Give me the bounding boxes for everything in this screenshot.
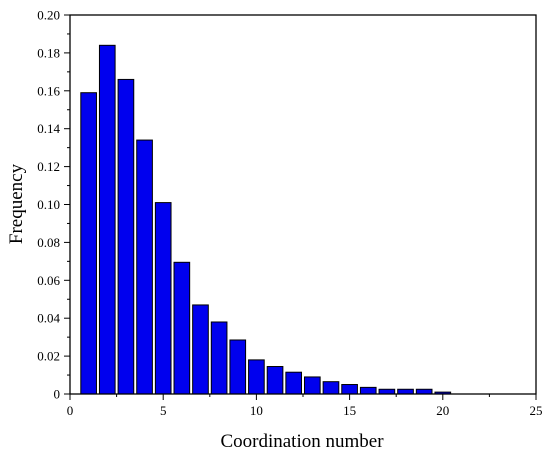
bar-17 xyxy=(378,388,396,395)
bar-8 xyxy=(210,321,228,395)
y-tick-label: 0 xyxy=(54,387,61,402)
x-tick-label: 20 xyxy=(436,403,449,418)
bar-10 xyxy=(248,359,265,395)
bar-7 xyxy=(192,304,209,395)
y-tick-label: 0.06 xyxy=(37,273,60,288)
bar-12 xyxy=(285,371,303,395)
bars-group xyxy=(80,44,452,395)
y-ticks-group: 0 0.02 0.04 0.06 0.08 0.10 0.12 0.14 0.16 0.18 0.2… xyxy=(37,8,70,402)
y-tick-label: 0.20 xyxy=(37,8,60,23)
bar-1 xyxy=(80,92,97,395)
y-tick-label: 0.10 xyxy=(37,197,60,212)
bar-4 xyxy=(136,139,153,395)
x-tick-label: 5 xyxy=(160,403,167,418)
y-tick-label: 0.02 xyxy=(37,349,60,364)
bar-6 xyxy=(173,261,191,395)
bar-11 xyxy=(266,366,284,395)
x-tick-label: 0 xyxy=(67,403,74,418)
bar-9 xyxy=(229,339,247,395)
y-tick-label: 0.08 xyxy=(37,235,60,250)
x-axis-title: Coordination number xyxy=(220,431,384,452)
bar-19 xyxy=(415,388,433,395)
bar-16 xyxy=(359,386,377,395)
bar-15 xyxy=(341,384,358,395)
y-tick-label: 0.04 xyxy=(37,311,60,326)
y-axis-title: Frequency xyxy=(6,163,27,244)
x-ticks-group: 0 5 10 15 20 25 xyxy=(67,394,543,418)
x-tick-label: 25 xyxy=(530,403,543,418)
bar-5 xyxy=(154,202,172,395)
bar-13 xyxy=(303,376,321,395)
y-tick-label: 0.16 xyxy=(37,83,60,98)
y-tick-label: 0.14 xyxy=(37,121,60,136)
bar-14 xyxy=(322,381,340,395)
y-tick-label: 0.18 xyxy=(37,45,60,60)
x-tick-label: 15 xyxy=(343,403,356,418)
bar-18 xyxy=(397,388,414,395)
bar-2 xyxy=(98,44,116,395)
y-tick-label: 0.12 xyxy=(37,159,60,174)
x-tick-label: 10 xyxy=(250,403,263,418)
bar-3 xyxy=(117,78,135,395)
